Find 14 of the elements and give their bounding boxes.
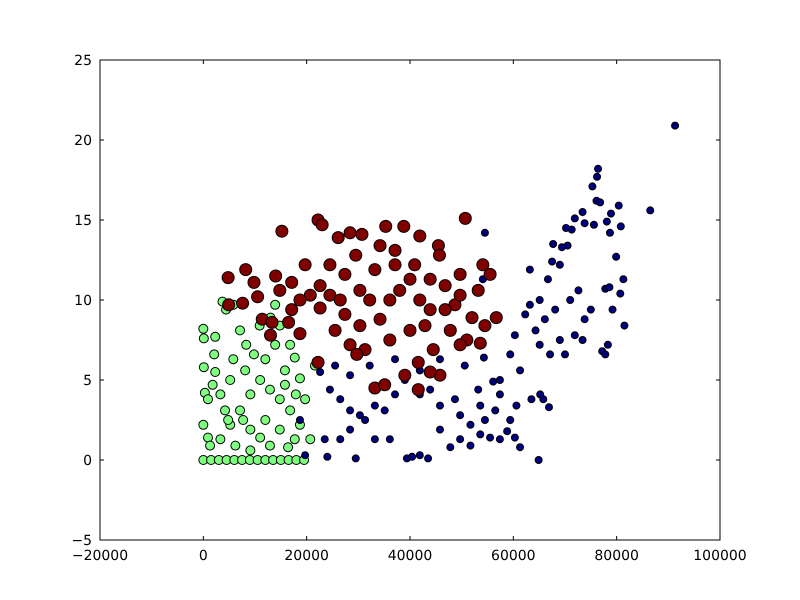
y-tick-label: −5: [71, 532, 92, 549]
x-tick-label: 20000: [284, 548, 329, 564]
y-tick-label: 20: [74, 132, 92, 149]
y-tick-label: 0: [83, 452, 92, 469]
x-tick-label: 80000: [594, 548, 639, 564]
y-tick-label: 5: [83, 372, 92, 389]
x-tick-label: −20000: [72, 548, 128, 564]
y-tick-label: 15: [74, 212, 92, 229]
y-tick-label: 25: [74, 52, 92, 69]
x-tick-label: 40000: [388, 548, 432, 564]
x-tick-label: 60000: [491, 548, 536, 564]
x-tick-label: 0: [198, 548, 208, 564]
x-tick-label: 100000: [693, 548, 747, 564]
y-tick-label: 10: [74, 292, 92, 309]
